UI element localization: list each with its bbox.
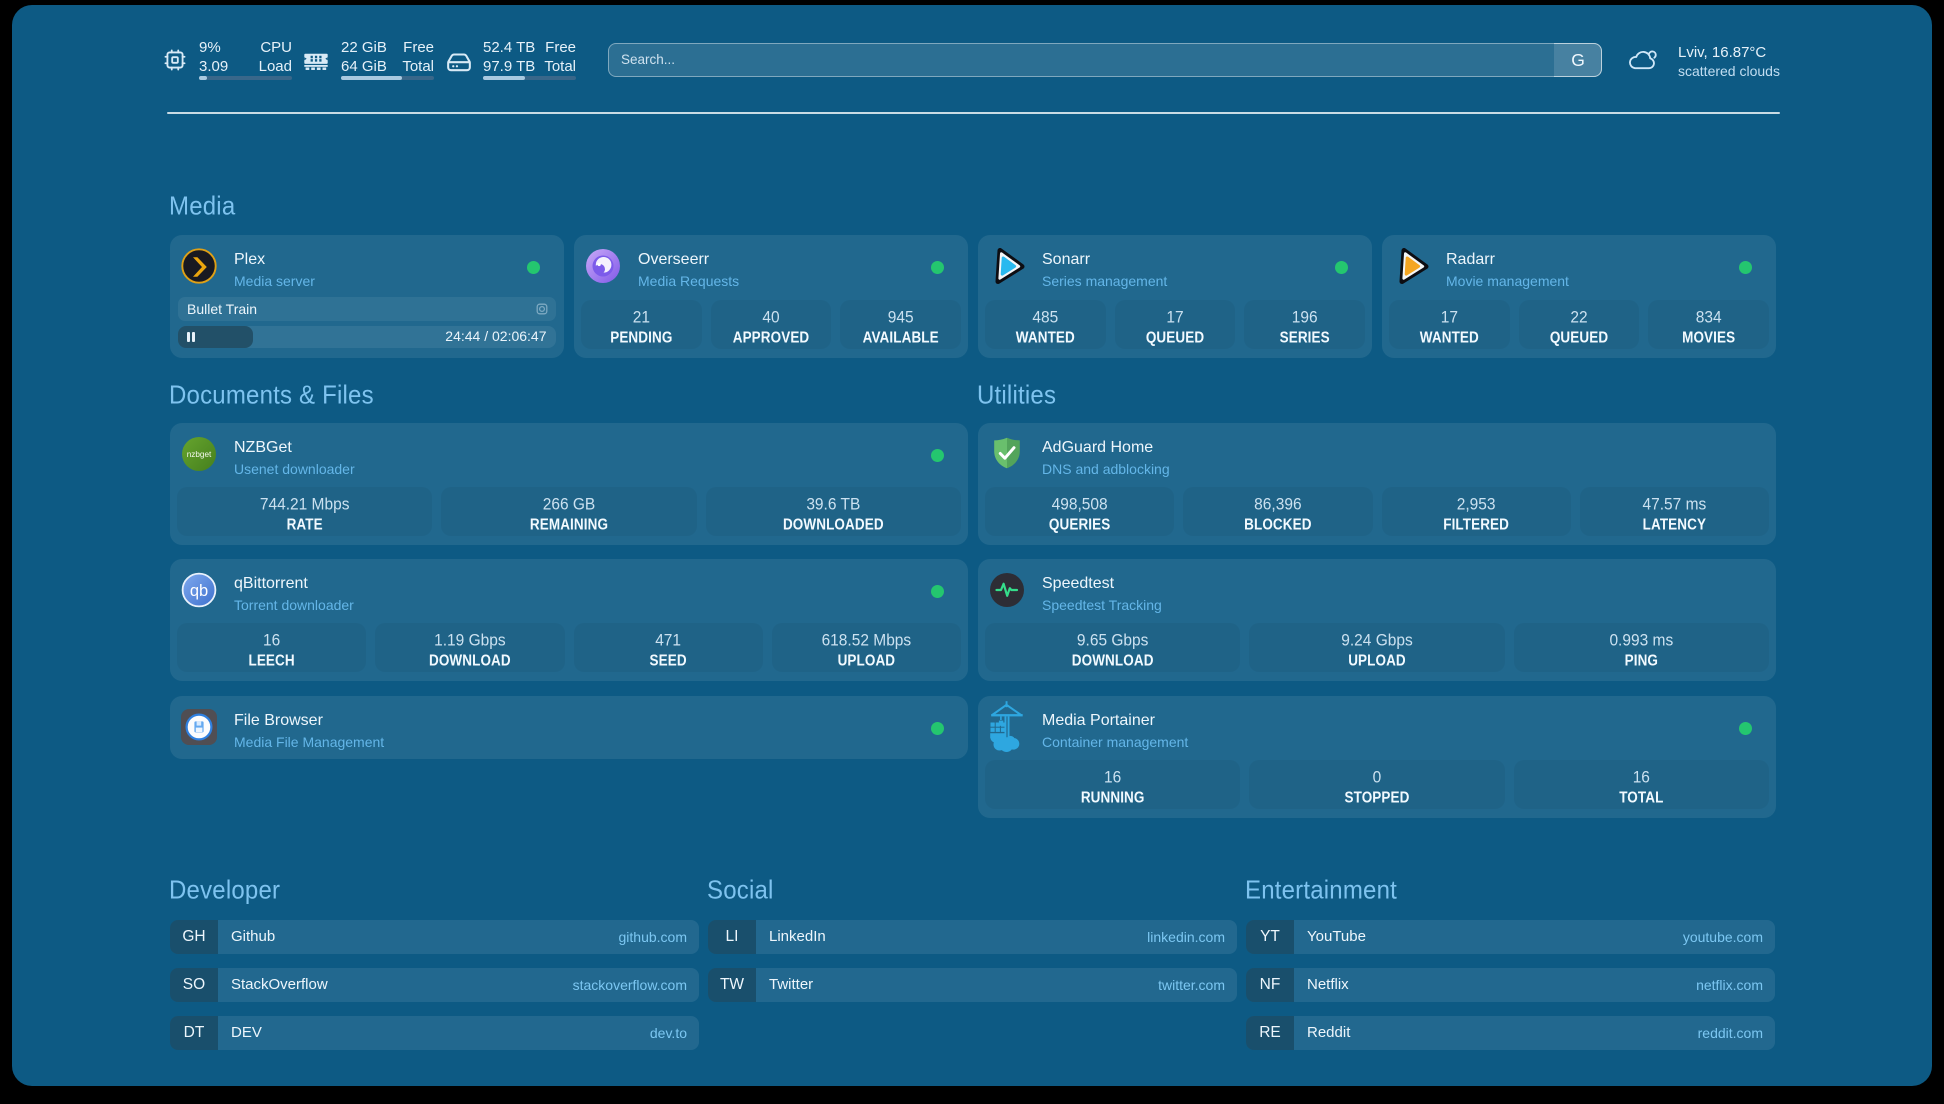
svg-text:nzbget: nzbget (187, 450, 212, 459)
svg-text:qb: qb (190, 582, 208, 600)
